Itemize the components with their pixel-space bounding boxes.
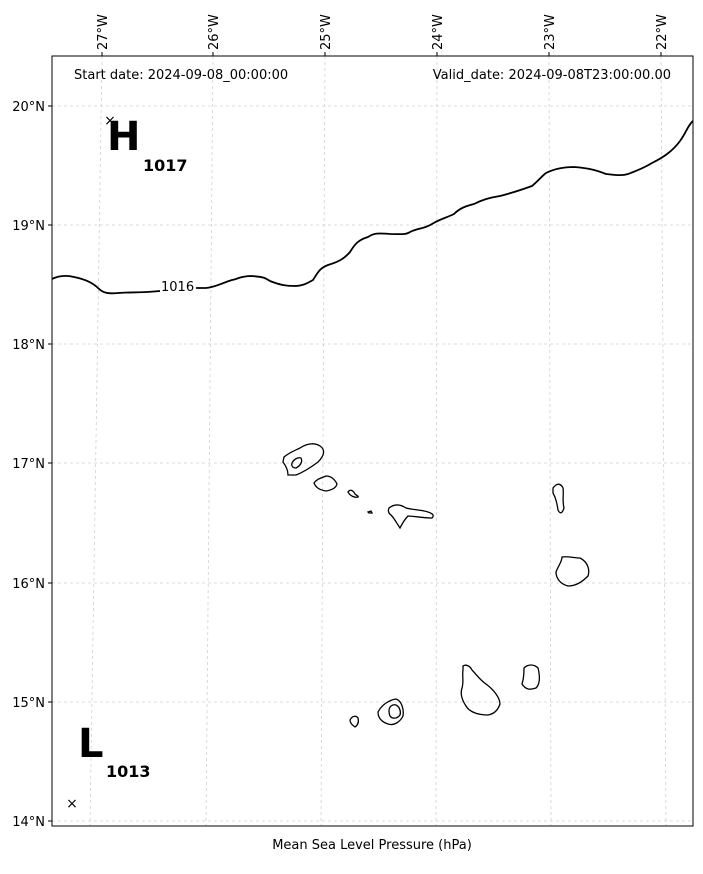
lat-label-17n: 17°N [12,457,45,472]
graticule [52,55,693,827]
island-santo-antao-peak [291,457,303,469]
gridline-lon-26w [205,55,214,827]
lat-label-19n: 19°N [12,219,45,234]
isobar-1016-label: 1016 [161,280,194,295]
high-center-marker: × [104,113,116,129]
tick-marks [48,52,662,822]
low-value: 1013 [106,762,151,781]
island-santiago [460,664,501,716]
valid-date-text: Valid_date: 2024-09-08T23:00:00.00 [433,68,671,83]
isobar-1016: 1016 [51,120,694,295]
lon-label-26w: 26°W [207,14,222,50]
lat-label-20n: 20°N [12,100,45,115]
gridline-lon-24w [435,55,438,827]
lat-label-14n: 14°N [12,815,45,830]
lat-label-16n: 16°N [12,577,45,592]
high-value: 1017 [143,156,188,175]
lon-label-27w: 27°W [96,14,111,50]
lon-label-22w: 22°W [655,14,670,50]
island-santa-luzia [347,489,359,498]
island-sao-vicente [313,475,338,492]
high-pressure-center: × H 1017 [104,113,187,175]
map-frame [51,55,694,827]
gridline-lon-25w [320,55,326,827]
low-pressure-center: L 1013 × [66,721,150,812]
high-letter: H [107,114,140,160]
lon-label-23w: 23°W [543,14,558,50]
island-brava [349,715,360,728]
island-raso [366,510,374,514]
island-santo-antao [282,443,325,476]
lat-label-15n: 15°N [12,696,45,711]
gridline-lon-22w [660,55,667,827]
lon-label-24w: 24°W [431,14,446,50]
island-sao-nicolau [387,504,434,530]
low-center-marker: × [66,796,78,812]
lon-tick-labels: 27°W 26°W 25°W 24°W 23°W 22°W [96,14,670,50]
island-fogo [377,698,404,726]
low-letter: L [78,721,104,767]
lon-label-25w: 25°W [319,14,334,50]
gridline-lon-27w [89,55,103,827]
island-boa-vista [555,556,590,587]
cape-verde-islands [282,443,590,728]
island-maio [521,664,540,690]
lat-label-18n: 18°N [12,338,45,353]
gridline-lon-23w [548,55,552,827]
island-sal [552,483,565,514]
lat-tick-labels: 20°N 19°N 18°N 17°N 16°N 15°N 14°N [12,100,45,830]
x-axis-label: Mean Sea Level Pressure (hPa) [272,838,472,853]
start-date-text: Start date: 2024-09-08_00:00:00 [74,68,288,83]
island-fogo-crater [388,704,402,719]
